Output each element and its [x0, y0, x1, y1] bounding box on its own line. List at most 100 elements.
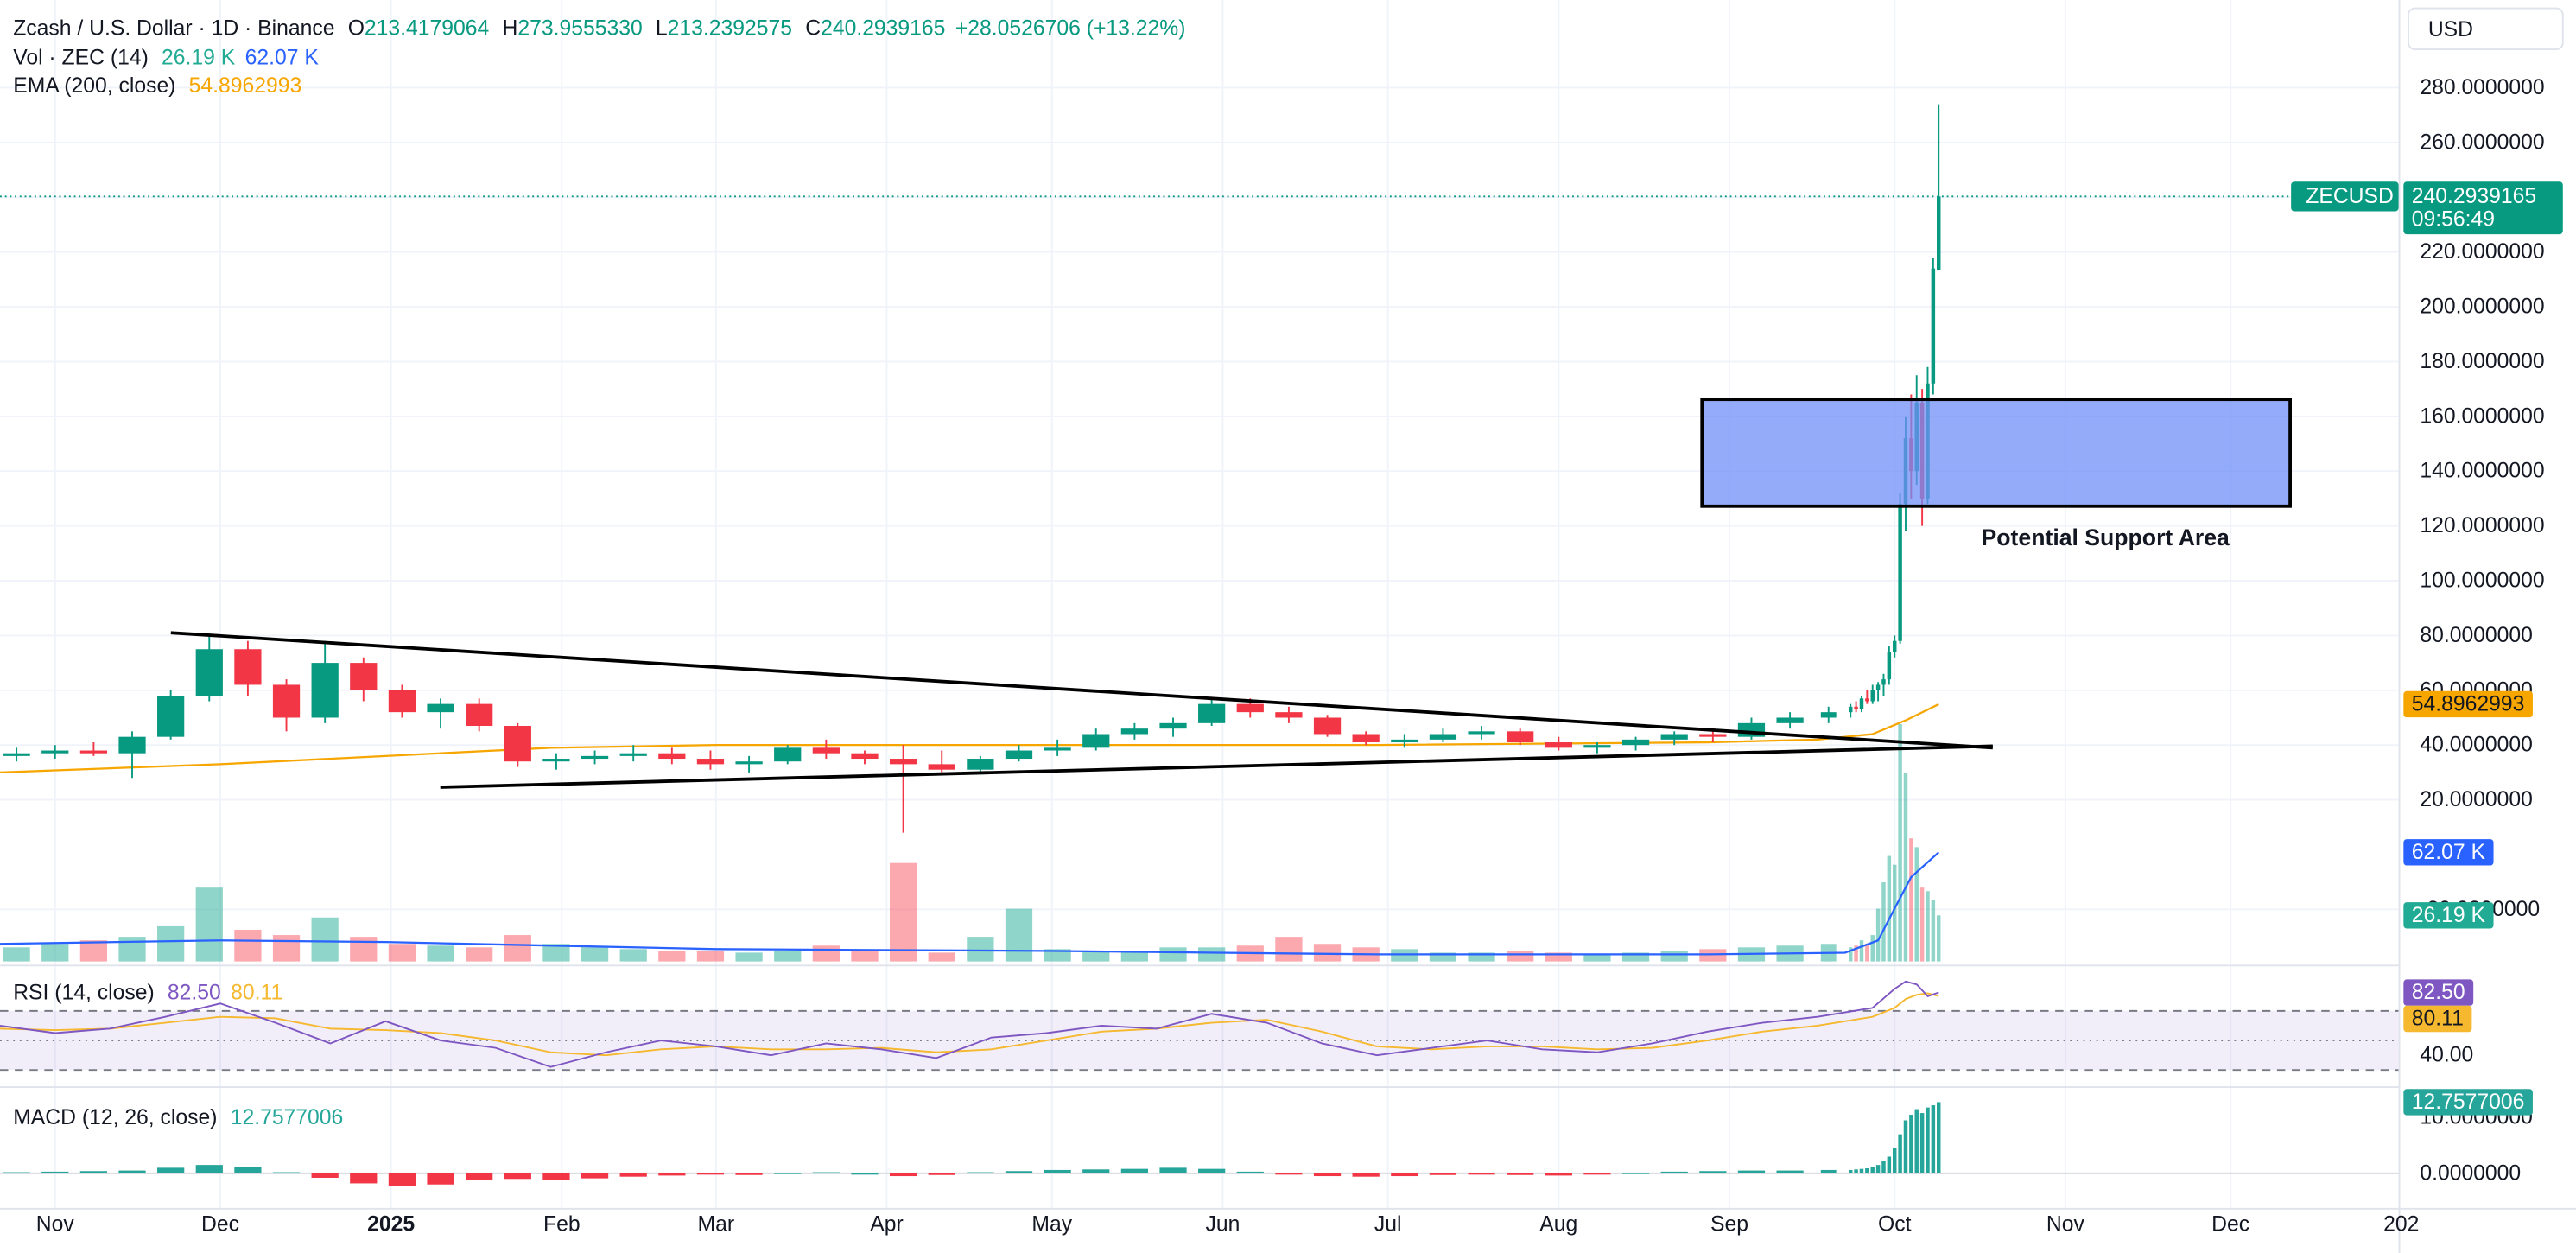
currency-button[interactable]: [2408, 7, 2564, 51]
macd-bar: [812, 1172, 840, 1174]
volume-ma-badge-label: 62.07 K: [2412, 841, 2486, 864]
volume-bar: [1926, 891, 1930, 962]
macd-badge-label: 12.7577006: [2412, 1091, 2525, 1114]
candle-body: [1699, 734, 1727, 737]
macd-bar: [272, 1172, 301, 1174]
macd-bar: [1919, 1113, 1925, 1173]
candle-body: [1429, 734, 1457, 740]
macd-bar: [851, 1173, 879, 1175]
macd-bar: [619, 1173, 647, 1177]
countdown: 09:56:49: [2412, 207, 2495, 231]
legend-item: 26.19 K: [162, 46, 236, 69]
volume-bar: [1313, 944, 1342, 962]
candle-body: [928, 764, 955, 770]
legend-item: EMA (200, close): [13, 73, 175, 97]
macd-bar: [195, 1165, 223, 1173]
candle-body: [1198, 703, 1226, 723]
y-tick-label: 140.0000000: [2420, 460, 2544, 483]
macd-bar: [1699, 1171, 1727, 1173]
plot-area: [0, 104, 2399, 1186]
macd-bar: [1005, 1171, 1033, 1173]
rsi-badge: [2403, 979, 2474, 1006]
macd-bar: [504, 1173, 531, 1180]
volume-badge: [2403, 902, 2494, 929]
candle-body: [504, 725, 531, 762]
macd-bar: [735, 1173, 763, 1175]
candle-body: [581, 755, 609, 760]
macd-bar: [967, 1172, 994, 1174]
volume-bar: [1870, 935, 1875, 962]
candle-body: [195, 649, 223, 696]
x-tick-label: May: [1031, 1212, 1072, 1236]
x-tick-label: Dec: [201, 1212, 239, 1236]
volume-bar: [542, 944, 570, 962]
macd-bar: [1898, 1134, 1902, 1173]
rsi-tick-label: 40.00: [2420, 1044, 2473, 1067]
macd-bar: [1926, 1107, 1930, 1173]
macd-bar: [1545, 1173, 1572, 1176]
rsi-line: [0, 980, 1939, 1068]
volume-bar: [967, 937, 994, 962]
candle-body: [889, 759, 917, 765]
volume-bar: [157, 925, 185, 962]
candle-body: [1082, 734, 1110, 748]
volume-bar: [1919, 887, 1925, 962]
currency[interactable]: USD: [2428, 18, 2473, 41]
x-tick-label: Dec: [2211, 1212, 2249, 1236]
macd-badge: [2403, 1089, 2533, 1116]
legend-item: 62.07 K: [245, 46, 320, 69]
time-axis: [0, 1207, 2576, 1253]
legend-item: O: [348, 16, 365, 40]
macd-bar: [234, 1167, 262, 1173]
volume-bar: [1893, 864, 1897, 962]
macd-bar: [1931, 1105, 1936, 1173]
macd-bar: [1875, 1165, 1881, 1173]
volume-bar: [696, 951, 725, 962]
volume-bar: [928, 952, 955, 962]
candle-body: [1313, 717, 1342, 735]
candle-body: [1507, 731, 1534, 743]
macd-bar: [1313, 1173, 1342, 1177]
rsi-ma: [0, 992, 1939, 1057]
legend-item: 240.2939165: [821, 16, 945, 40]
candle-body: [774, 747, 802, 762]
volume-ma-badge: [2403, 839, 2494, 866]
macd-bar: [350, 1173, 378, 1184]
volume-bar: [1875, 908, 1881, 962]
candle-body: [427, 703, 454, 713]
candle-body: [1870, 690, 1875, 702]
x-tick-label: Jul: [1374, 1212, 1402, 1236]
volume-bar: [1898, 724, 1902, 962]
candle-body: [1583, 745, 1611, 748]
volume-bar: [311, 917, 339, 962]
macd-bar: [542, 1173, 570, 1180]
macd-bar: [1887, 1156, 1892, 1173]
macd-bar: [774, 1173, 802, 1174]
macd-bar: [1352, 1173, 1380, 1177]
volume-bar: [1005, 908, 1033, 962]
y-tick-label: 40.0000000: [2420, 734, 2533, 757]
candle-body: [1893, 640, 1897, 652]
macd-bar: [1120, 1168, 1149, 1173]
macd-bar: [1865, 1168, 1869, 1173]
legend-item: 12.7577006: [231, 1106, 344, 1129]
candle-body: [1820, 712, 1837, 718]
legend-item: Zcash / U.S. Dollar · 1D · Binance: [13, 16, 334, 40]
volume-bar: [3, 947, 30, 962]
legend-item: 273.9555330: [517, 16, 642, 40]
legend-row: MACD (12, 26, close) 12.7577006: [13, 1106, 343, 1129]
candle-body: [619, 753, 647, 756]
volume-bar: [79, 940, 108, 962]
macd-bar: [1870, 1167, 1875, 1173]
macd-bar: [466, 1173, 493, 1180]
symbol-tag-label: ZECUSD: [2306, 185, 2394, 208]
candle-body: [1881, 679, 1886, 685]
candle-body: [1044, 747, 1071, 751]
macd-bar: [1159, 1167, 1187, 1173]
volume-bar: [581, 947, 609, 962]
candle-body: [1854, 706, 1858, 709]
macd-bar: [1859, 1168, 1864, 1173]
y-tick-label: 180.0000000: [2420, 350, 2544, 373]
